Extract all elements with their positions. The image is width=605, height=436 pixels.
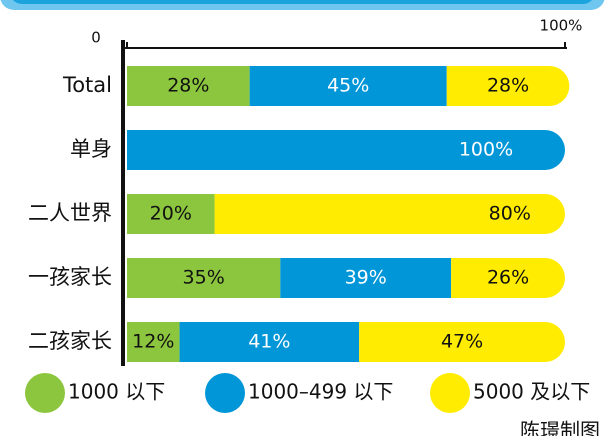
- bar-segment: [127, 322, 180, 362]
- bar-segment: [249, 66, 447, 106]
- bar-segment: [446, 66, 570, 106]
- legend-label: 1000–499 以下: [248, 380, 393, 404]
- bar-segment: [127, 130, 565, 170]
- legend-swatch: [205, 373, 245, 413]
- value-label: 20%: [150, 203, 192, 225]
- x-tick-label: 0: [91, 29, 101, 47]
- bar-segment: [127, 66, 250, 106]
- value-label: 45%: [327, 75, 369, 97]
- legend-swatch: [430, 373, 470, 413]
- top-banner-inner: [13, 0, 592, 4]
- value-label: 28%: [487, 75, 529, 97]
- value-label: 80%: [489, 203, 531, 225]
- bar-segment: [179, 322, 360, 362]
- category-label: 二孩家长: [28, 329, 112, 353]
- value-label: 28%: [167, 75, 209, 97]
- bar-segment: [127, 194, 215, 234]
- value-label: 47%: [441, 331, 483, 353]
- category-label: 二人世界: [28, 201, 112, 225]
- bar-segment: [127, 258, 281, 298]
- legend-label: 1000 以下: [68, 380, 165, 404]
- category-label: 一孩家长: [28, 265, 112, 289]
- legend-swatch: [25, 373, 65, 413]
- bar-segment: [451, 258, 565, 298]
- legend-label: 5000 及以下: [473, 380, 590, 404]
- bar-segment: [359, 322, 565, 362]
- value-label: 100%: [459, 139, 513, 161]
- value-label: 26%: [487, 267, 529, 289]
- bar-segment: [214, 194, 565, 234]
- category-label: Total: [62, 73, 112, 97]
- credit: 陈璟制图: [520, 419, 600, 436]
- x-tick-label: 100%: [540, 17, 583, 35]
- category-label: 单身: [70, 137, 112, 161]
- bar-segment: [280, 258, 452, 298]
- value-label: 41%: [248, 331, 290, 353]
- value-label: 12%: [132, 331, 174, 353]
- value-label: 35%: [183, 267, 225, 289]
- value-label: 39%: [345, 267, 387, 289]
